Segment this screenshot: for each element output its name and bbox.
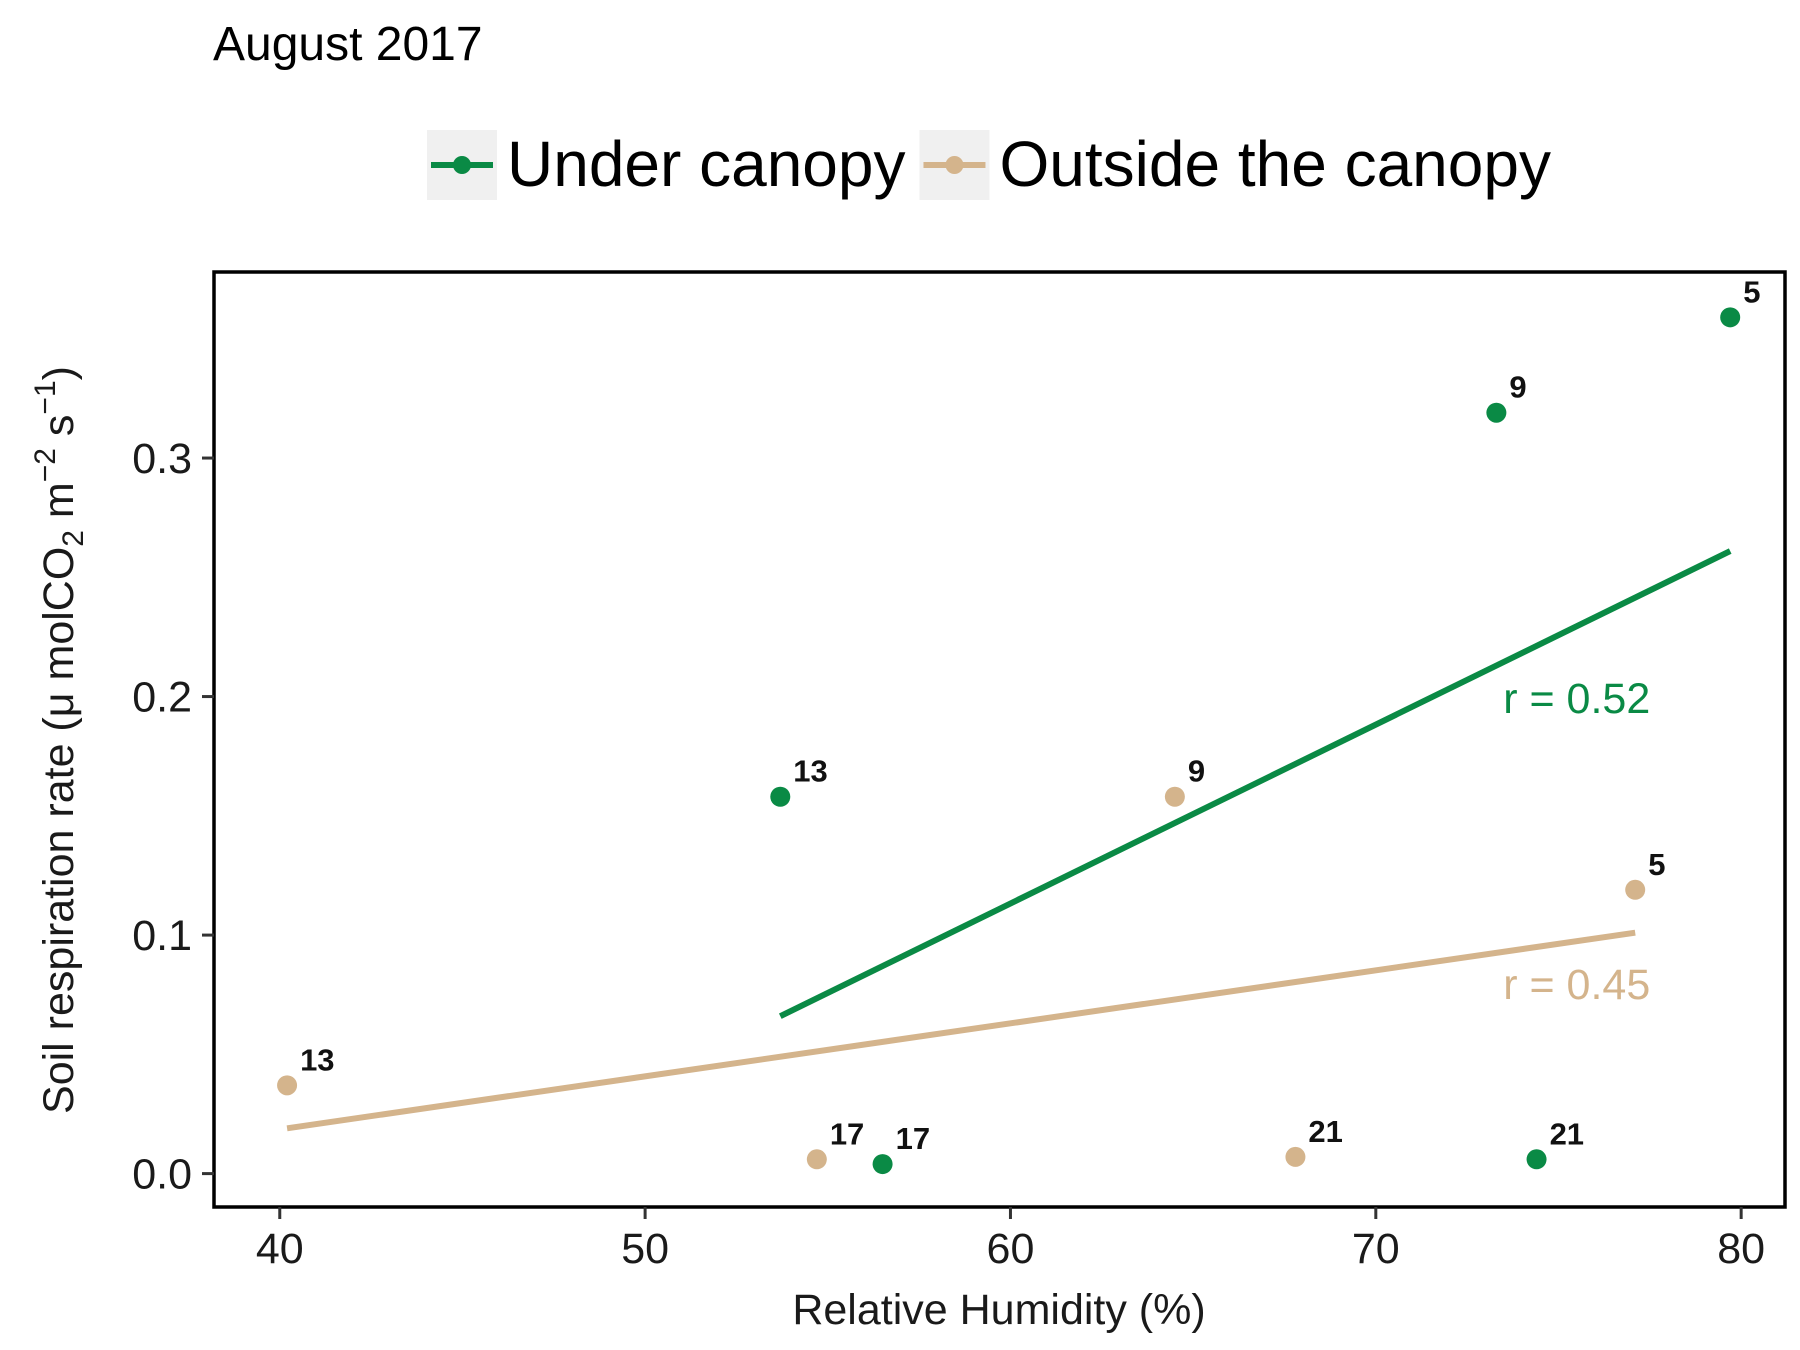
point-label: 5	[1743, 274, 1760, 309]
x-axis: 40 50 60 70 80	[256, 1207, 1765, 1273]
data-points	[277, 307, 1741, 1175]
data-point	[1625, 879, 1646, 900]
x-tick-label: 50	[621, 1225, 669, 1273]
point-labels: 13 17 9 21 5 13 17 9 21 5	[300, 274, 1760, 1156]
trend-lines	[286, 548, 1732, 1132]
legend-item: Under canopy	[427, 128, 905, 200]
plot-border	[212, 270, 1787, 1209]
point-label: 21	[1308, 1114, 1342, 1149]
data-point	[770, 786, 791, 807]
trend-line	[286, 929, 1636, 1132]
point-label: 13	[300, 1042, 334, 1077]
legend-item: Outside the canopy	[919, 128, 1551, 200]
x-tick-label: 70	[1352, 1225, 1400, 1273]
point-label: 13	[793, 754, 827, 789]
trend-line	[778, 548, 1732, 1019]
data-point	[806, 1149, 827, 1170]
correlation-annotations: r = 0.52 r = 0.45	[1503, 675, 1650, 1009]
point-label: 21	[1550, 1116, 1584, 1151]
data-point	[277, 1075, 298, 1096]
data-point	[1526, 1149, 1547, 1170]
plot-area: 13 17 9 21 5 13 17 9 21 5 r = 0.52 r = 0.45	[212, 270, 1787, 1209]
point-label: 17	[830, 1116, 864, 1151]
legend: Under canopy Outside the canopy	[427, 128, 1551, 200]
data-point	[1285, 1146, 1306, 1167]
y-tick-label: 0.0	[132, 1151, 192, 1199]
point-label: 9	[1509, 370, 1526, 405]
y-axis-label: Soil respiration rate (μ molCO2 m−2 s−1)	[29, 366, 90, 1114]
chart-title: August 2017	[213, 18, 483, 71]
x-axis-label: Relative Humidity (%)	[792, 1286, 1205, 1334]
x-tick-label: 60	[987, 1225, 1035, 1273]
x-tick-label: 40	[256, 1225, 304, 1273]
point-label: 17	[896, 1121, 930, 1156]
y-tick-label: 0.2	[132, 674, 192, 722]
correlation-label: r = 0.45	[1503, 961, 1650, 1009]
y-tick-label: 0.1	[132, 912, 192, 960]
legend-label: Outside the canopy	[999, 128, 1550, 200]
y-tick-label: 0.3	[132, 435, 192, 483]
point-label: 9	[1188, 754, 1205, 789]
correlation-label: r = 0.52	[1503, 675, 1650, 723]
legend-label: Under canopy	[507, 128, 905, 200]
data-point	[872, 1154, 893, 1175]
data-point	[1720, 307, 1741, 328]
data-point	[1486, 402, 1507, 423]
y-axis: 0.0 0.1 0.2 0.3	[132, 435, 214, 1199]
x-tick-label: 80	[1717, 1225, 1765, 1273]
point-label: 5	[1648, 847, 1665, 882]
legend-marker	[453, 156, 471, 174]
legend-marker	[945, 156, 964, 174]
data-point	[1164, 786, 1185, 807]
